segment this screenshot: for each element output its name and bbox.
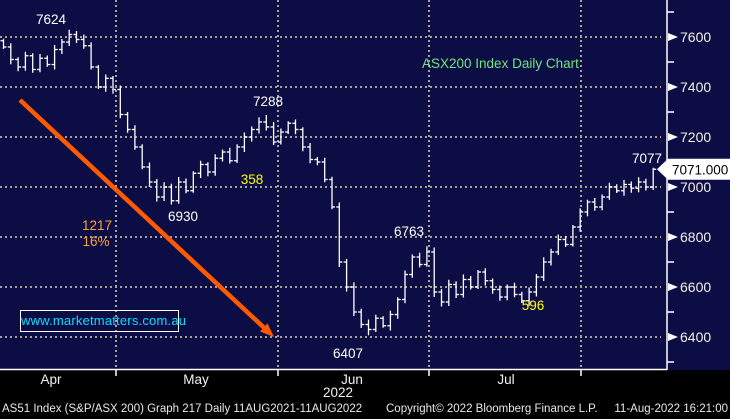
last-price-value: 7071.000 [672, 162, 728, 177]
y-axis-label: 7200 [680, 129, 711, 145]
y-axis-label: 7400 [680, 79, 711, 95]
instrument-description: AS51 Index (S&P/ASX 200) Graph 217 Daily… [2, 403, 363, 415]
copyright-text: Copyright© 2022 Bloomberg Finance L.P. [386, 403, 598, 415]
trend-arrow-head [260, 323, 274, 337]
watermark-url: www.marketmatters.com.au [20, 310, 186, 332]
chart-annotation: 7624 [36, 12, 67, 27]
chart-title: ASX200 Index Daily Chart [422, 56, 579, 71]
y-axis-arrow-marker [668, 233, 678, 241]
x-axis-month-label: Apr [40, 372, 62, 387]
chart-annotation: 6930 [168, 209, 198, 224]
last-price-badge [657, 158, 730, 180]
y-axis-arrow-marker [668, 133, 678, 141]
y-axis-arrow-marker [668, 333, 678, 341]
timestamp: 11-Aug-2022 16:21:00 [614, 403, 728, 415]
plot-background [0, 0, 730, 370]
y-axis-label: 7000 [680, 179, 711, 195]
y-axis-arrow-marker [668, 33, 678, 41]
y-axis-label: 7600 [680, 29, 711, 45]
x-axis-month-label: Jul [497, 372, 514, 387]
x-axis-month-label: May [183, 372, 209, 387]
y-axis-arrow-marker [668, 83, 678, 91]
chart-annotation: 596 [522, 298, 545, 313]
chart-annotation: 358 [241, 172, 264, 187]
y-axis-label: 6800 [680, 229, 711, 245]
chart-annotation: 1217 [82, 218, 112, 233]
chart-annotation: 7288 [253, 94, 283, 109]
chart-annotation: 7077 [632, 151, 662, 166]
x-axis-month-label: Jun [341, 372, 363, 387]
status-bar: AS51 Index (S&P/ASX 200) Graph 217 Daily… [0, 398, 730, 419]
x-axis-year-label: 2022 [323, 385, 353, 398]
trend-arrow-line [18, 98, 270, 334]
chart-annotation: 6763 [394, 224, 424, 239]
y-axis-label: 6400 [680, 329, 711, 345]
y-axis-arrow-marker [668, 283, 678, 291]
chart-annotation: 16% [82, 234, 109, 249]
y-axis-label: 6600 [680, 279, 711, 295]
chart-annotation: 6407 [333, 346, 363, 361]
y-axis-arrow-marker [668, 183, 678, 191]
